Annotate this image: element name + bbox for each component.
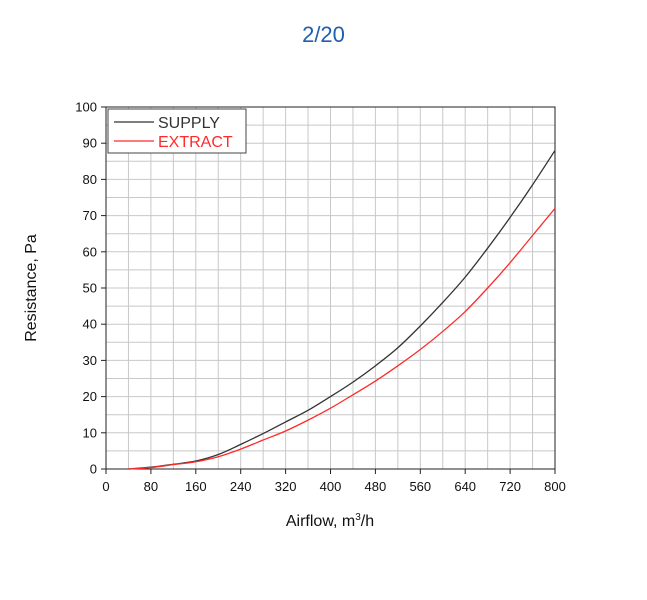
y-tick-label: 100 (75, 100, 97, 115)
y-tick-label: 50 (83, 281, 97, 296)
page-counter: 2/20 (302, 22, 345, 47)
series-line-extract (128, 207, 556, 470)
y-tick-label: 20 (83, 389, 97, 404)
legend-label-extract: EXTRACT (158, 134, 233, 151)
x-tick-label: 560 (409, 479, 431, 494)
x-tick-label: 800 (544, 479, 566, 494)
legend-box (107, 108, 247, 154)
y-tick-label: 10 (83, 425, 97, 440)
grid (106, 107, 555, 469)
axes: 0 80 160 240 320 400 480 560 640 720 800 0 10 20 30 40 5… (75, 100, 566, 495)
x-tick-label: 80 (144, 479, 158, 494)
y-tick-label: 40 (83, 317, 97, 332)
x-tick-label: 640 (454, 479, 476, 494)
y-tick-label: 60 (83, 244, 97, 259)
y-tick-label: 70 (83, 208, 97, 223)
y-tick-label: 30 (83, 353, 97, 368)
x-tick-label: 400 (320, 479, 342, 494)
y-tick-label: 0 (90, 462, 97, 477)
y-axis-title: Resistance, Pa (23, 234, 40, 342)
y-tick-label: 80 (83, 172, 97, 187)
x-tick-label: 320 (275, 479, 297, 494)
legend-label-supply: SUPPLY (158, 115, 220, 132)
x-tick-label: 0 (102, 479, 109, 494)
y-tick-label: 90 (83, 136, 97, 151)
legend: SUPPLY EXTRACT (107, 108, 247, 154)
series (128, 150, 556, 470)
x-tick-label: 720 (499, 479, 521, 494)
x-tick-label: 160 (185, 479, 207, 494)
x-tick-label: 480 (365, 479, 387, 494)
x-axis-title: Airflow, m3/h (286, 512, 374, 530)
x-tick-label: 240 (230, 479, 252, 494)
series-line-supply (128, 150, 556, 470)
